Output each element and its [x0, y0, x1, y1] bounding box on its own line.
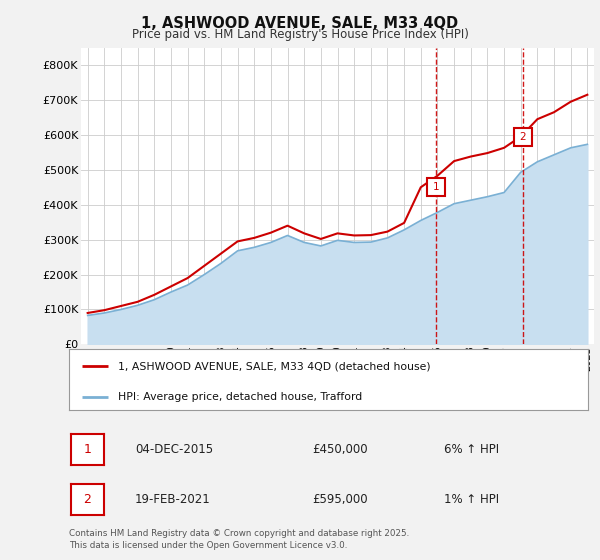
Text: 1: 1: [83, 442, 91, 456]
Text: 1% ↑ HPI: 1% ↑ HPI: [444, 493, 499, 506]
Text: 19-FEB-2021: 19-FEB-2021: [135, 493, 211, 506]
Text: 2: 2: [520, 132, 526, 142]
Text: £450,000: £450,000: [312, 442, 368, 456]
Text: 1: 1: [433, 182, 439, 192]
Text: Contains HM Land Registry data © Crown copyright and database right 2025.
This d: Contains HM Land Registry data © Crown c…: [69, 529, 409, 550]
Text: £595,000: £595,000: [312, 493, 368, 506]
Text: HPI: Average price, detached house, Trafford: HPI: Average price, detached house, Traf…: [118, 391, 362, 402]
Text: 2: 2: [83, 493, 91, 506]
Text: 04-DEC-2015: 04-DEC-2015: [135, 442, 213, 456]
Text: 1, ASHWOOD AVENUE, SALE, M33 4QD (detached house): 1, ASHWOOD AVENUE, SALE, M33 4QD (detach…: [118, 361, 431, 371]
Text: 1, ASHWOOD AVENUE, SALE, M33 4QD: 1, ASHWOOD AVENUE, SALE, M33 4QD: [142, 16, 458, 31]
Text: Price paid vs. HM Land Registry's House Price Index (HPI): Price paid vs. HM Land Registry's House …: [131, 28, 469, 41]
Text: 6% ↑ HPI: 6% ↑ HPI: [444, 442, 499, 456]
